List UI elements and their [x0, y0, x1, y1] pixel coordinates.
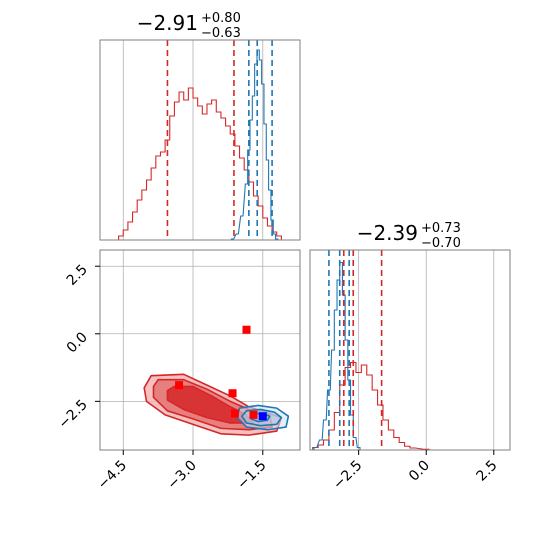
joint-xtick-label-0: −4.5	[95, 458, 130, 493]
joint-xtick-label-1: −3.0	[164, 458, 199, 493]
joint-ytick-label-2: 2.5	[64, 262, 91, 289]
marginal-x-panel	[99, 39, 301, 241]
param1-title-lower: −0.63	[201, 26, 241, 41]
joint-frame	[99, 249, 301, 451]
param1-title-upper: +0.80	[201, 11, 241, 26]
marginal-x-background	[100, 40, 300, 240]
marginal-y-frame	[309, 249, 511, 451]
marginal-y-panel: −2.5 0.0 2.5	[309, 249, 511, 493]
param2-title-lower: −0.70	[421, 236, 461, 251]
joint-xtick-label-2: −1.5	[234, 458, 269, 493]
hist-x-red	[118, 87, 282, 240]
marker-red-1	[228, 389, 237, 398]
joint-ytick-label-1: 0.0	[64, 329, 91, 356]
marginal-x-frame	[99, 39, 301, 241]
marker-red-2	[230, 409, 239, 418]
param2-title-median: −2.39	[357, 221, 418, 245]
param1-title-median: −2.91	[137, 11, 198, 35]
joint-ytick-label-0: −2.5	[55, 397, 90, 432]
marker-red-3	[242, 325, 251, 334]
marker-red-4	[249, 410, 258, 419]
marker-red-0	[175, 381, 184, 390]
joint-panel: −4.5 −3.0 −1.5 −2.5 0.0 2.5	[55, 249, 301, 493]
marginal-y-xtick-label-2: 2.5	[474, 458, 501, 485]
marker-blue-0	[258, 412, 267, 421]
param2-title-upper: +0.73	[421, 221, 461, 236]
marginal-y-xtick-label-0: −2.5	[330, 458, 365, 493]
marginal-y-xtick-label-1: 0.0	[406, 458, 433, 485]
